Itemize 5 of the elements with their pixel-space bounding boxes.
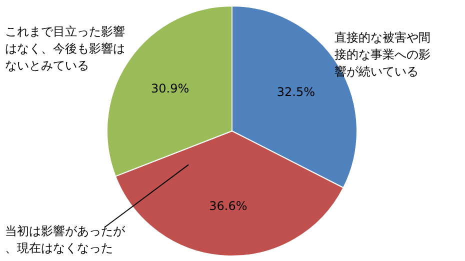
data-label: 36.6% — [209, 198, 248, 213]
data-label: 32.5% — [276, 84, 316, 99]
data-label: 30.9% — [151, 82, 190, 96]
slice-label: これまで目立った影響はなく、今後も影響はないとみている — [5, 24, 125, 73]
slice-label: 当初は影響があったが、現在はなくなった — [5, 224, 126, 255]
